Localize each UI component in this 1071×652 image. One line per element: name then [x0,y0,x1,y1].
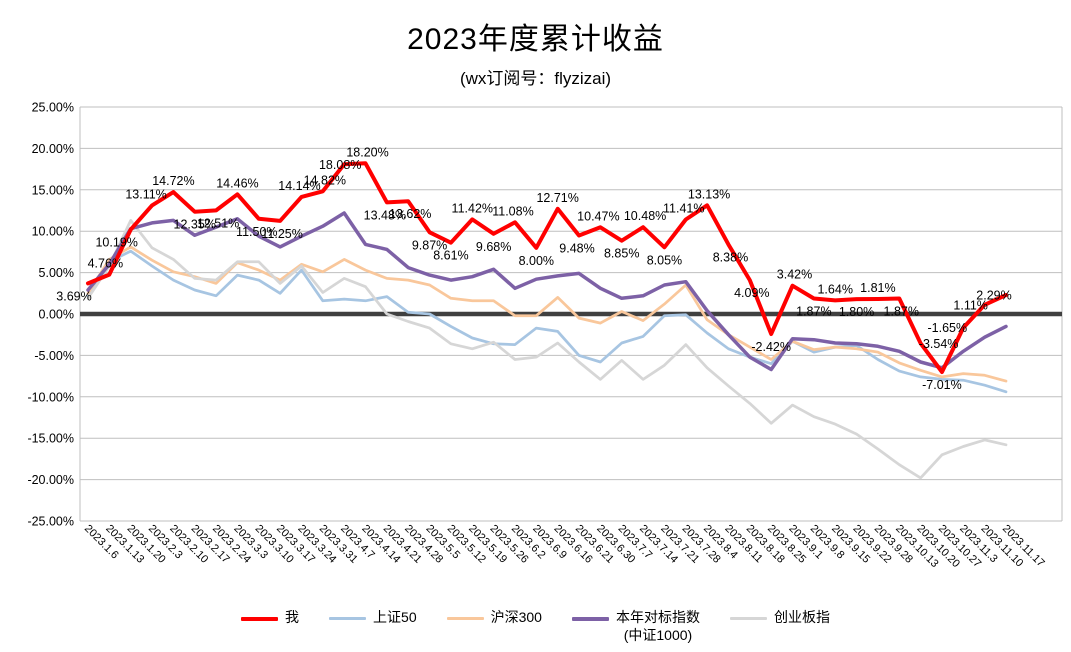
data-label: 11.41% [663,202,704,216]
data-label: 1.80% [839,305,874,319]
data-label: 10.47% [577,209,619,223]
series-line-3-本年对标指数 [86,211,1008,372]
y-tick-label: -5.00% [34,349,74,363]
data-label: -2.42% [751,340,791,354]
data-label: 18.20% [346,145,388,159]
data-label: 10.48% [624,209,666,223]
legend-label: 沪深300 [490,609,542,625]
data-label: 11.50% [236,225,277,239]
series-line-2-创业板指 [86,219,1008,480]
data-label: 8.00% [519,254,554,268]
data-label: 14.46% [216,176,258,190]
data-label: 4.76% [88,257,123,271]
y-tick-label: 25.00% [32,101,74,115]
series-line-0-上证50 [86,249,1008,394]
y-tick-label: -20.00% [27,473,74,487]
legend-line-swatch [729,617,767,620]
y-tick-label: 15.00% [32,183,74,197]
series-line-4-我 [86,161,1008,374]
data-label: -7.01% [922,378,962,392]
legend-line-swatch [571,617,609,621]
data-label: 1.87% [884,305,919,319]
data-label: 12.71% [536,191,578,205]
legend-label: 创业板指 [773,609,830,625]
data-label: 10.19% [95,236,137,250]
legend-label: 上证50 [373,609,417,625]
data-label: 13.11% [125,187,166,201]
data-label: 1.64% [817,282,852,296]
data-label: 1.11% [953,298,988,312]
data-label: 14.14% [278,179,320,193]
legend-line-swatch [446,617,484,620]
legend-line-swatch [241,617,279,621]
data-label: 11.08% [492,204,533,218]
chart-title: 2023年度累计收益 [407,23,664,56]
data-label: 8.38% [713,251,748,265]
legend-line-swatch [329,617,367,620]
data-label: 11.25% [261,227,302,241]
data-label: 8.05% [647,253,682,267]
y-tick-label: 0.00% [39,308,74,322]
data-label: 9.68% [476,240,511,254]
data-label: 9.48% [559,242,594,256]
data-label: 9.87% [412,238,447,252]
y-tick-label: -25.00% [27,515,74,529]
chart-subtitle: (wx订阅号：flyzizai) [459,69,612,88]
legend-item-我: 我 [241,609,299,627]
data-label: 12.35% [174,218,216,232]
data-label: 14.72% [152,174,194,188]
data-label: 13.62% [389,207,431,221]
legend-item-本年对标指数: 本年对标指数 (中证1000) [571,609,700,644]
y-tick-label: 20.00% [32,142,74,156]
series-line-1-沪深300 [86,245,1008,383]
y-tick-label: -10.00% [27,390,74,404]
data-label: 3.69% [56,289,91,303]
data-label: -3.54% [919,337,959,351]
data-label: 8.85% [604,247,639,261]
data-label: 1.81% [860,281,895,295]
legend-label: 本年对标指数 (中证1000) [615,609,700,643]
legend-item-上证50: 上证50 [329,609,417,627]
data-label: 3.42% [777,268,812,282]
legend-item-创业板指: 创业板指 [729,609,830,627]
data-label: 13.48% [364,208,406,222]
data-label: 2.29% [976,289,1011,303]
y-tick-label: -15.00% [27,432,74,446]
y-tick-label: 5.00% [39,266,74,280]
data-label: 18.08% [319,158,361,172]
data-label: 1.87% [796,305,831,319]
legend-item-沪深300: 沪深300 [446,609,542,627]
data-label: 14.82% [304,173,346,187]
legend-label: 我 [285,609,300,625]
y-tick-label: 10.00% [32,225,74,239]
data-label: -1.65% [928,321,968,335]
data-label: 12.51% [197,216,239,230]
data-label: 11.42% [452,201,493,215]
data-label: 13.13% [688,187,730,201]
data-label: 8.61% [433,249,468,263]
chart-legend: 我 上证50 沪深300 本年对标指数 (中证1000) 创业板指 [0,609,1071,644]
data-label: 4.09% [734,286,769,300]
